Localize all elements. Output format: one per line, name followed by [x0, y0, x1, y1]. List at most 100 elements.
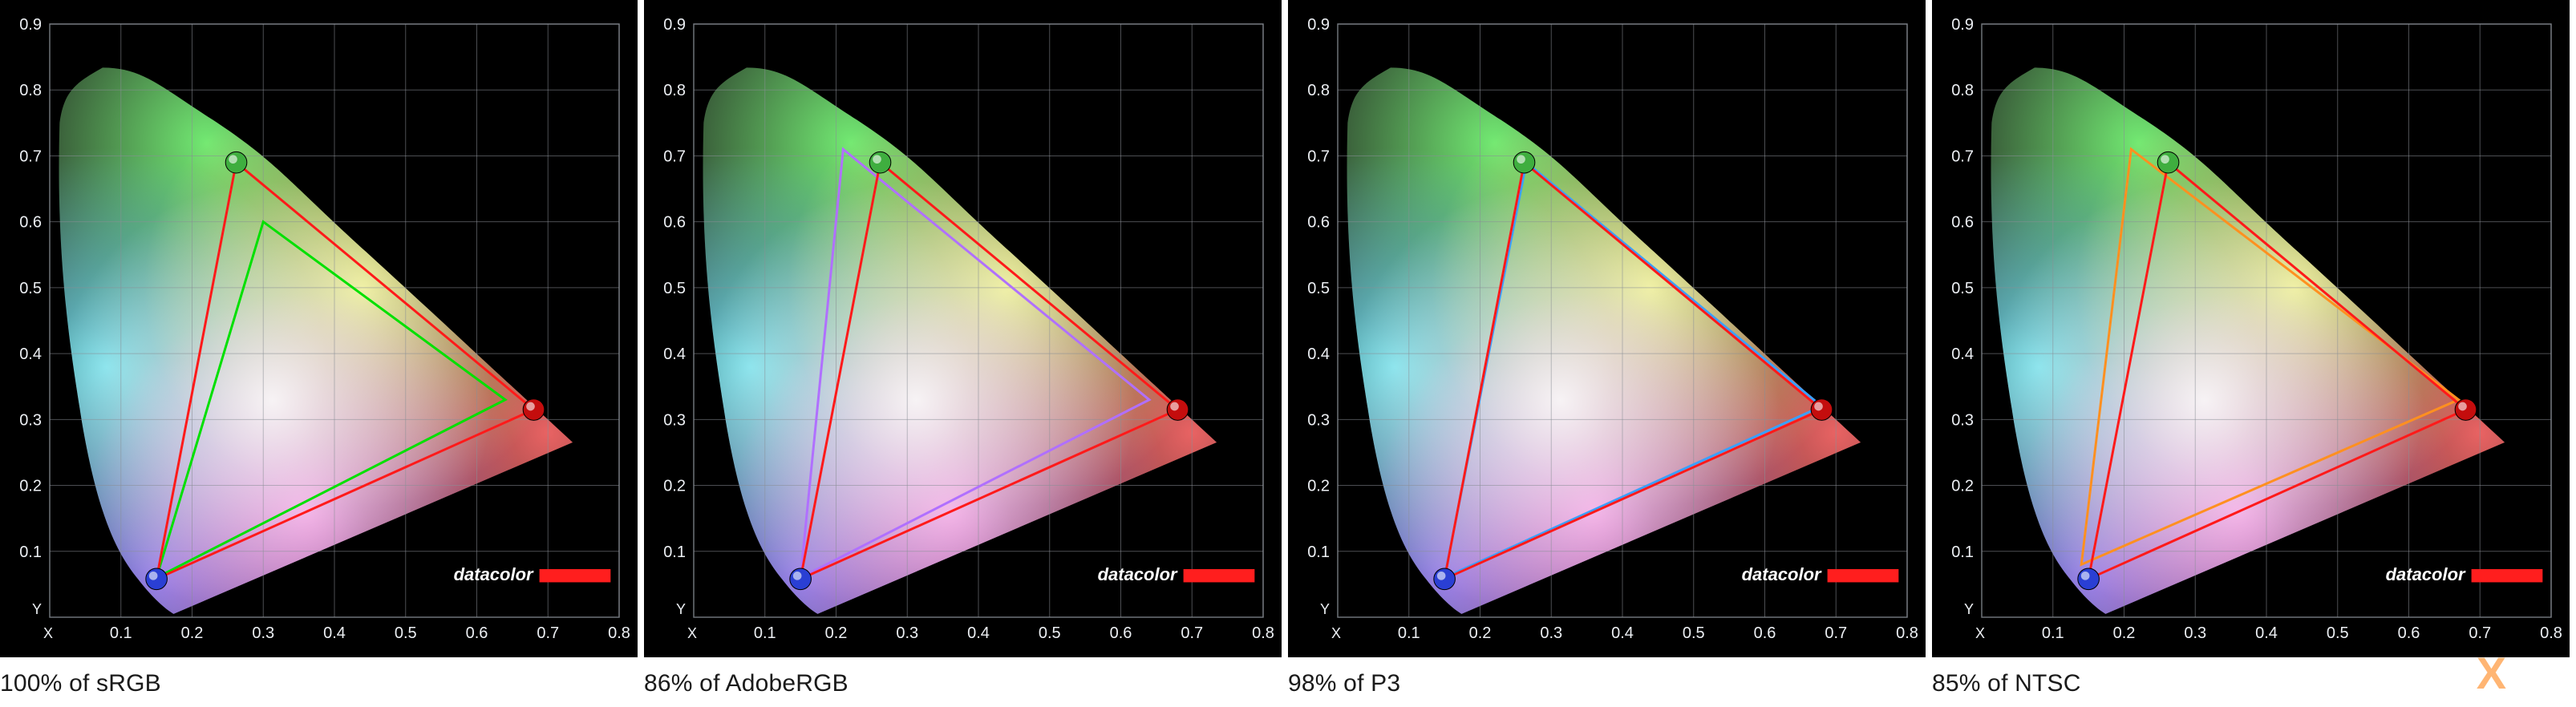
svg-text:0.5: 0.5 [1951, 280, 1974, 297]
svg-text:0.6: 0.6 [19, 214, 42, 232]
svg-text:0.4: 0.4 [1951, 345, 1974, 363]
primary-marker-red [523, 399, 545, 421]
svg-text:0.1: 0.1 [1307, 543, 1330, 561]
svg-text:Y: Y [32, 601, 42, 617]
svg-text:0.9: 0.9 [663, 16, 686, 34]
svg-text:0.5: 0.5 [663, 280, 686, 297]
svg-text:0.7: 0.7 [19, 147, 42, 165]
svg-text:0.7: 0.7 [537, 624, 559, 642]
gamut-panel: 0.1 0.2 0.3 0.4 0.5 0.6 0.7 0.8 0.1 0.2 0.3 0.4 0.5 0… [644, 0, 1282, 697]
svg-text:datacolor: datacolor [2386, 564, 2466, 584]
svg-text:0.8: 0.8 [1252, 624, 1274, 642]
primary-marker-blue [1434, 568, 1456, 590]
svg-text:0.6: 0.6 [1754, 624, 1776, 642]
svg-text:0.2: 0.2 [19, 478, 42, 495]
svg-text:0.6: 0.6 [466, 624, 488, 642]
svg-text:0.5: 0.5 [1683, 624, 1705, 642]
chromaticity-plot: 0.1 0.2 0.3 0.4 0.5 0.6 0.7 0.8 0.1 0.2 0.3 0.4 0.5 0… [1288, 0, 1926, 657]
primary-marker-blue [146, 568, 168, 590]
svg-text:0.1: 0.1 [19, 543, 42, 561]
svg-text:datacolor: datacolor [454, 564, 534, 584]
svg-text:0.2: 0.2 [825, 624, 848, 642]
svg-text:datacolor: datacolor [1098, 564, 1178, 584]
svg-text:0.3: 0.3 [1540, 624, 1562, 642]
svg-text:0.8: 0.8 [608, 624, 630, 642]
svg-text:0.7: 0.7 [1181, 624, 1203, 642]
chromaticity-plot: 0.1 0.2 0.3 0.4 0.5 0.6 0.7 0.8 0.1 0.2 0.3 0.4 0.5 0… [644, 0, 1282, 657]
svg-text:0.2: 0.2 [1469, 624, 1492, 642]
svg-text:0.4: 0.4 [2255, 624, 2278, 642]
gamut-panel: 0.1 0.2 0.3 0.4 0.5 0.6 0.7 0.8 0.1 0.2 0.3 0.4 0.5 0… [1288, 0, 1926, 697]
svg-text:X: X [43, 625, 53, 641]
panel-caption: 85% of NTSC [1932, 670, 2570, 697]
panels-row: 0.1 0.2 0.3 0.4 0.5 0.6 0.7 0.8 0.1 0.2 0.3 0.4 0.5 0… [0, 0, 2576, 697]
primary-marker-green [225, 152, 247, 173]
svg-text:0.5: 0.5 [19, 280, 42, 297]
svg-text:0.3: 0.3 [19, 411, 42, 429]
svg-text:0.3: 0.3 [252, 624, 274, 642]
svg-text:0.2: 0.2 [181, 624, 204, 642]
svg-text:0.7: 0.7 [1307, 147, 1330, 165]
primary-marker-green [2157, 152, 2179, 173]
primary-marker-blue [790, 568, 812, 590]
svg-text:0.4: 0.4 [19, 345, 42, 363]
svg-text:0.2: 0.2 [663, 478, 686, 495]
svg-text:0.9: 0.9 [1307, 16, 1330, 34]
svg-text:0.1: 0.1 [663, 543, 686, 561]
primary-marker-green [1513, 152, 1535, 173]
svg-text:0.3: 0.3 [1951, 411, 1974, 429]
svg-text:0.3: 0.3 [2184, 624, 2206, 642]
svg-text:0.1: 0.1 [110, 624, 132, 642]
svg-text:0.7: 0.7 [663, 147, 686, 165]
svg-text:Y: Y [676, 601, 686, 617]
svg-text:0.2: 0.2 [1307, 478, 1330, 495]
panel-caption: 86% of AdobeRGB [644, 670, 1282, 697]
svg-text:X: X [687, 625, 697, 641]
svg-text:0.5: 0.5 [2327, 624, 2349, 642]
svg-text:0.7: 0.7 [1825, 624, 1847, 642]
svg-text:0.4: 0.4 [1611, 624, 1634, 642]
svg-text:0.2: 0.2 [2113, 624, 2136, 642]
svg-text:0.6: 0.6 [1951, 214, 1974, 232]
svg-text:0.6: 0.6 [2398, 624, 2420, 642]
primary-marker-red [1167, 399, 1189, 421]
primary-marker-red [2455, 399, 2477, 421]
svg-text:0.4: 0.4 [967, 624, 990, 642]
svg-text:datacolor: datacolor [1742, 564, 1822, 584]
svg-text:0.1: 0.1 [1951, 543, 1974, 561]
svg-text:0.4: 0.4 [1307, 345, 1330, 363]
primary-marker-red [1811, 399, 1833, 421]
svg-text:0.8: 0.8 [1896, 624, 1918, 642]
svg-text:X: X [1331, 625, 1341, 641]
svg-text:0.3: 0.3 [896, 624, 918, 642]
panel-caption: 100% of sRGB [0, 670, 638, 697]
svg-text:0.8: 0.8 [2540, 624, 2562, 642]
svg-text:0.8: 0.8 [1951, 82, 1974, 99]
svg-text:0.6: 0.6 [1110, 624, 1132, 642]
svg-text:0.6: 0.6 [663, 214, 686, 232]
svg-text:0.3: 0.3 [663, 411, 686, 429]
svg-text:0.1: 0.1 [1398, 624, 1420, 642]
svg-text:0.8: 0.8 [663, 82, 686, 99]
svg-text:0.9: 0.9 [19, 16, 42, 34]
svg-text:Y: Y [1964, 601, 1974, 617]
svg-text:0.2: 0.2 [1951, 478, 1974, 495]
svg-text:0.6: 0.6 [1307, 214, 1330, 232]
primary-marker-blue [2078, 568, 2100, 590]
chromaticity-plot: 0.10.20.30.40.50.60.70.80.10.20.30.40.50… [0, 0, 638, 657]
svg-text:0.5: 0.5 [1307, 280, 1330, 297]
svg-text:X: X [1975, 625, 1985, 641]
svg-text:0.7: 0.7 [2469, 624, 2491, 642]
svg-text:0.9: 0.9 [1951, 16, 1974, 34]
chromaticity-plot: 0.1 0.2 0.3 0.4 0.5 0.6 0.7 0.8 0.1 0.2 0.3 0.4 0.5 0… [1932, 0, 2570, 657]
gamut-panel: 0.1 0.2 0.3 0.4 0.5 0.6 0.7 0.8 0.1 0.2 0.3 0.4 0.5 0… [1932, 0, 2570, 697]
svg-text:0.5: 0.5 [1039, 624, 1061, 642]
svg-text:0.4: 0.4 [663, 345, 686, 363]
gamut-panel: 0.10.20.30.40.50.60.70.80.10.20.30.40.50… [0, 0, 638, 697]
panel-caption: 98% of P3 [1288, 670, 1926, 697]
svg-text:0.3: 0.3 [1307, 411, 1330, 429]
svg-text:0.1: 0.1 [754, 624, 776, 642]
gamut-comparison-figure: 0.1 0.2 0.3 0.4 0.5 0.6 0.7 0.8 0.1 0.2 0.3 0.4 0.5 0… [0, 0, 2576, 707]
primary-marker-green [869, 152, 891, 173]
svg-text:0.1: 0.1 [2042, 624, 2064, 642]
